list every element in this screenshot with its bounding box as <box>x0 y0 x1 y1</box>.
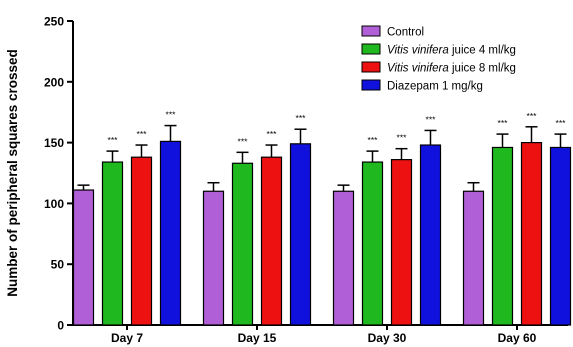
legend-label-text: Diazepam 1 mg/kg <box>387 81 483 93</box>
x-tick-label: Day 15 <box>238 331 277 345</box>
legend-label-italic: Vitis vinifera <box>387 45 449 57</box>
y-axis-title: Number of peripheral squares crossed <box>5 49 20 297</box>
y-tick-label: 250 <box>44 15 64 29</box>
x-tick-label: Day 30 <box>368 331 407 345</box>
legend-label-text: Control <box>387 27 424 39</box>
bar-diazepam-1-mg-kg-day-15 <box>289 143 312 326</box>
legend-swatch <box>361 79 381 91</box>
legend-label-text: juice 4 ml/kg <box>449 45 516 57</box>
significance-marker: *** <box>166 110 177 120</box>
x-tick-label: Day 7 <box>111 331 143 345</box>
legend-label: Vitis vinifera juice 4 ml/kg <box>387 45 516 57</box>
bar-vitis-vinifera-juice-8-ml-kg-day-30 <box>390 159 413 326</box>
legend-label: Control <box>387 27 424 39</box>
significance-marker: *** <box>498 118 509 128</box>
bar-diazepam-1-mg-kg-day-7 <box>159 140 182 326</box>
y-tick-label: 0 <box>57 319 64 333</box>
bar-control-day-7 <box>72 189 95 326</box>
x-tick-label: Day 60 <box>498 331 537 345</box>
significance-marker: *** <box>108 135 119 145</box>
significance-marker: *** <box>296 113 307 123</box>
legend-label-text: juice 8 ml/kg <box>449 63 516 75</box>
bar-vitis-vinifera-juice-8-ml-kg-day-60 <box>520 142 543 326</box>
bar-vitis-vinifera-juice-4-ml-kg-day-60 <box>491 146 514 326</box>
bar-control-day-60 <box>462 190 485 326</box>
legend-label-italic: Vitis vinifera <box>387 63 449 75</box>
legend-swatch <box>361 43 381 55</box>
y-tick-label: 200 <box>44 75 64 89</box>
significance-marker: *** <box>397 133 408 143</box>
bar-diazepam-1-mg-kg-day-30 <box>419 144 442 326</box>
significance-marker: *** <box>556 118 567 128</box>
bar-control-day-30 <box>332 190 355 326</box>
bar-vitis-vinifera-juice-8-ml-kg-day-15 <box>260 156 283 326</box>
significance-marker: *** <box>267 129 278 139</box>
significance-marker: *** <box>368 135 379 145</box>
y-tick-label: 150 <box>44 136 64 150</box>
significance-marker: *** <box>426 114 437 124</box>
bar-vitis-vinifera-juice-8-ml-kg-day-7 <box>130 156 153 326</box>
bar-vitis-vinifera-juice-4-ml-kg-day-15 <box>231 162 254 326</box>
y-tick-label: 100 <box>44 197 64 211</box>
legend-swatch <box>361 25 381 37</box>
y-tick-label: 50 <box>51 258 65 272</box>
legend-label: Diazepam 1 mg/kg <box>387 81 483 93</box>
significance-marker: *** <box>238 136 249 146</box>
bar-control-day-15 <box>202 190 225 326</box>
bar-diazepam-1-mg-kg-day-60 <box>549 146 572 326</box>
legend-swatch <box>361 61 381 73</box>
significance-marker: *** <box>137 129 148 139</box>
significance-marker: *** <box>527 111 538 121</box>
bar-vitis-vinifera-juice-4-ml-kg-day-7 <box>101 161 124 326</box>
legend-label: Vitis vinifera juice 8 ml/kg <box>387 63 516 75</box>
bar-vitis-vinifera-juice-4-ml-kg-day-30 <box>361 161 384 326</box>
